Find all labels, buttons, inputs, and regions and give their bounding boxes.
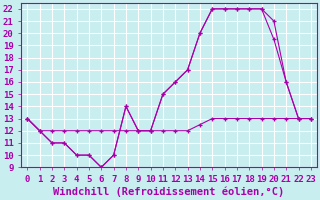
X-axis label: Windchill (Refroidissement éolien,°C): Windchill (Refroidissement éolien,°C)	[53, 187, 285, 197]
